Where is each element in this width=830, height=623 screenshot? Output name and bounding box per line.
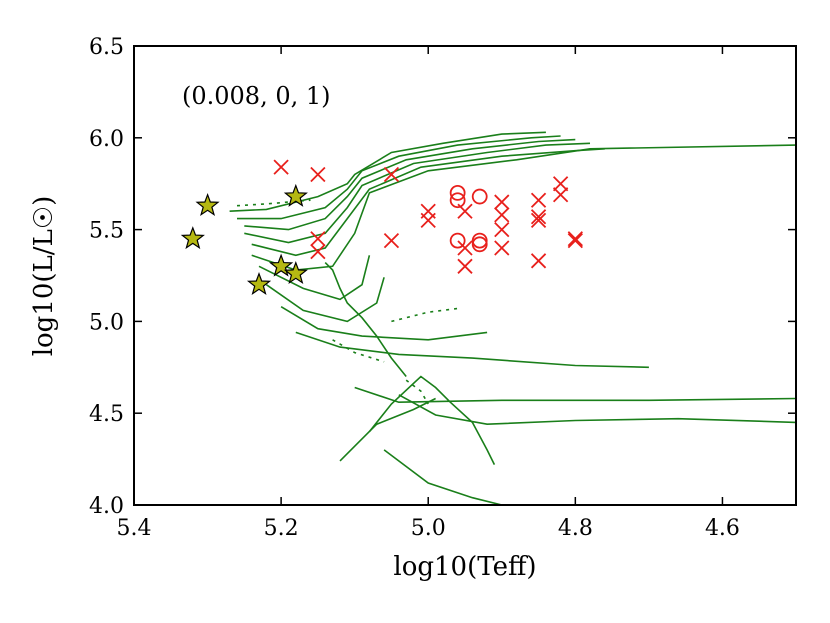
y-tick-label: 6.0 <box>89 127 124 152</box>
track-line <box>237 135 561 220</box>
cross-marker <box>494 221 510 238</box>
track-line <box>368 375 496 465</box>
track-line <box>251 148 605 257</box>
track-line <box>295 331 649 369</box>
star-marker <box>283 183 308 207</box>
track-line <box>339 397 436 462</box>
track-line <box>244 138 576 231</box>
track-line <box>244 142 591 244</box>
cross-marker <box>530 212 547 229</box>
track-dashed <box>405 379 429 405</box>
cross-marker <box>567 231 583 247</box>
y-tick-label: 4.0 <box>89 494 124 519</box>
star-marker <box>268 253 294 277</box>
cross-marker <box>457 258 473 274</box>
track-line <box>251 144 797 271</box>
track-line <box>354 386 797 404</box>
cross-marker <box>494 194 510 210</box>
x-tick-label: 5.2 <box>264 516 299 541</box>
cross-marker <box>273 159 289 175</box>
cross-marker <box>310 231 326 247</box>
cross-marker <box>530 192 547 208</box>
y-tick-label: 5.5 <box>89 219 124 244</box>
x-tick-label: 4.6 <box>705 516 740 541</box>
cross-marker <box>310 243 326 260</box>
x-tick-label: 4.8 <box>558 516 593 541</box>
track-line <box>258 255 371 301</box>
circle-marker <box>471 236 488 253</box>
y-tick-label: 5.0 <box>89 310 124 335</box>
axis-ticks: 5.4 5.2 5.0 4.8 4.6 4.0 4.5 5.0 5.5 6.0 6.5 <box>89 35 796 541</box>
track-line <box>383 449 502 506</box>
circle-marker <box>449 192 466 209</box>
star-marker <box>283 260 308 284</box>
cross-marker <box>552 176 569 192</box>
cross-marker <box>310 166 326 183</box>
cross-marker <box>530 253 547 269</box>
circle-marker <box>449 184 466 201</box>
circle-marker <box>471 232 488 249</box>
cross-marker <box>552 187 569 203</box>
plot-frame <box>133 45 797 506</box>
star-marker <box>180 226 205 250</box>
cross-marker <box>494 240 510 256</box>
cross-marker <box>420 212 436 229</box>
cross-marker <box>530 209 547 225</box>
star-marker <box>246 271 272 296</box>
track-dashed <box>332 339 385 363</box>
x-tick-label: 5.4 <box>117 516 152 541</box>
track-line <box>229 131 546 212</box>
evolution-tracks <box>229 131 797 506</box>
y-tick-label: 6.5 <box>89 35 124 60</box>
cross-marker <box>383 166 400 183</box>
star-marker <box>195 192 220 217</box>
y-axis-label: log10(L/L☉) <box>29 196 59 357</box>
track-line <box>280 306 488 341</box>
track-line <box>398 394 797 426</box>
cross-marker <box>383 232 400 249</box>
cross-marker <box>494 207 510 223</box>
x-axis-label: log10(Teff) <box>393 552 536 582</box>
circle-marker <box>471 188 488 205</box>
y-tick-label: 4.5 <box>89 402 124 427</box>
data-markers <box>180 159 583 296</box>
track-line <box>265 277 385 323</box>
track-line <box>324 262 407 378</box>
circle-marker <box>449 232 466 249</box>
chart-annotation: (0.008, 0, 1) <box>182 82 331 110</box>
cross-marker <box>567 232 583 249</box>
x-tick-label: 5.0 <box>411 516 446 541</box>
track-dashed <box>391 307 458 323</box>
cross-marker <box>457 240 473 256</box>
